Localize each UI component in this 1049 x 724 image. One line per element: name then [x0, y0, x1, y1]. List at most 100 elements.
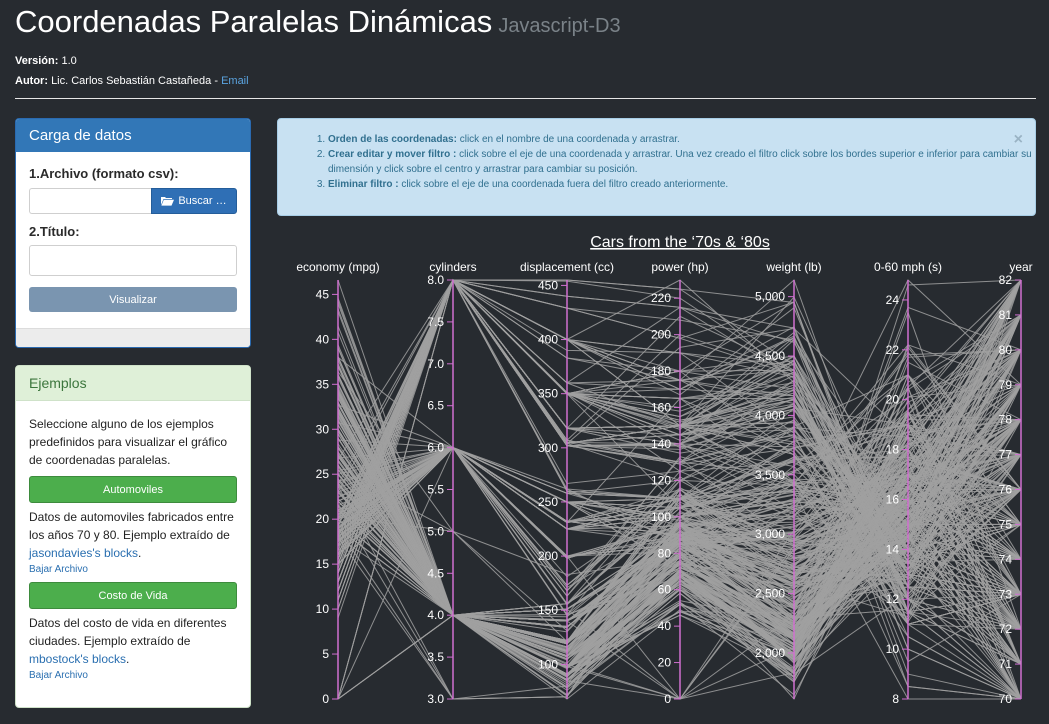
axis-name[interactable]: power (hp)	[651, 260, 708, 274]
tick-label: 200	[538, 549, 558, 563]
axis-name[interactable]: weight (lb)	[765, 260, 821, 274]
tick-label: 7.0	[427, 357, 444, 371]
browse-button[interactable]: Buscar …	[151, 188, 237, 214]
tick-label: 14	[886, 542, 900, 556]
tick-label: 5.5	[427, 483, 444, 497]
tick-label: 20	[886, 393, 900, 407]
tick-label: 220	[651, 291, 671, 305]
tick-label: 18	[886, 443, 900, 457]
axis[interactable]: cylinders 3.0 3.5 4.0 4.5 5.0 5.5 6.0 6.5 7.0 7.5 8…	[427, 260, 476, 706]
axis[interactable]: power (hp) 0 20 40 60 80 100 120 140 160 180 200 220	[651, 260, 709, 706]
jasondavies-link[interactable]: jasondavies's blocks	[29, 546, 139, 560]
instruction-bold: Eliminar filtro :	[328, 179, 399, 190]
axis-name[interactable]: displacement (cc)	[520, 260, 614, 274]
tick-label: 4,500	[755, 349, 785, 363]
tick-label: 100	[538, 657, 558, 671]
cars-desc-text: Datos de automoviles fabricados entre lo…	[29, 510, 234, 542]
tick-label: 4.5	[427, 566, 444, 580]
axis[interactable]: displacement (cc) 100 150 200 250 300 350 400 45…	[520, 260, 614, 699]
axis[interactable]: weight (lb) 2,000 2,500 3,000 3,500 4,000 4,50…	[755, 260, 822, 699]
alert-close-button[interactable]: ×	[1013, 131, 1023, 148]
cost-of-living-button[interactable]: Costo de Vida	[29, 582, 237, 609]
visualize-button[interactable]: Visualizar	[29, 287, 237, 312]
axis[interactable]: economy (mpg) 0 5 10 15 20 25 30 35 40 45	[296, 260, 379, 706]
tick-label: 15	[316, 557, 330, 571]
examples-panel-title: Ejemplos	[16, 366, 250, 401]
tick-label: 45	[316, 287, 330, 301]
cars-example-button[interactable]: Automoviles	[29, 476, 237, 503]
tick-label: 120	[651, 473, 671, 487]
cost-desc-end: .	[126, 652, 130, 666]
tick-label: 0	[664, 692, 671, 706]
tick-label: 78	[999, 413, 1013, 427]
title-label: 2.Título:	[29, 224, 80, 239]
axis[interactable]: year 70 71 72 73 74 75 76 77 78 79 80 81 82	[999, 260, 1033, 706]
tick-label: 4,000	[755, 408, 785, 422]
tick-label: 100	[651, 510, 671, 524]
axis-name[interactable]: cylinders	[429, 260, 476, 274]
header-divider	[15, 98, 1036, 99]
page-header: Coordenadas Paralelas Dinámicas Javascrip…	[15, 0, 1035, 91]
page-subtitle: Javascript-D3	[498, 15, 621, 37]
tick-label: 5.0	[427, 524, 444, 538]
tick-label: 4.0	[427, 608, 444, 622]
tick-label: 6.5	[427, 399, 444, 413]
author-line: Autor: Lic. Carlos Sebastián Castañeda -…	[15, 71, 1035, 91]
tick-label: 3,500	[755, 468, 785, 482]
file-label: 1.Archivo (formato csv):	[29, 166, 179, 181]
chart-title: Cars from the ‘70s & ‘80s	[590, 234, 770, 251]
title-row: Coordenadas Paralelas Dinámicas Javascrip…	[15, 4, 1035, 44]
instruction-bold: Orden de las coordenadas:	[328, 134, 457, 145]
tick-label: 25	[316, 467, 330, 481]
mbostock-link[interactable]: mbostock's blocks	[29, 652, 126, 666]
tick-label: 22	[886, 343, 900, 357]
page-title: Coordenadas Paralelas Dinámicas	[15, 4, 493, 39]
tick-label: 70	[999, 692, 1013, 706]
chart-title-field[interactable]	[29, 245, 237, 276]
tick-label: 77	[999, 448, 1013, 462]
tick-label: 80	[999, 343, 1013, 357]
instructions-list: Orden de las coordenadas: click en el no…	[278, 132, 1035, 192]
tick-label: 16	[886, 492, 900, 506]
cost-download-link[interactable]: Bajar Archivo	[29, 670, 88, 681]
examples-intro: Seleccione alguno de los ejemplos predef…	[29, 417, 228, 467]
tick-label: 40	[316, 332, 330, 346]
tick-label: 12	[886, 592, 900, 606]
email-link[interactable]: Email	[221, 75, 249, 87]
tick-label: 20	[316, 512, 330, 526]
tick-label: 74	[999, 552, 1013, 566]
tick-label: 400	[538, 333, 558, 347]
tick-label: 150	[538, 603, 558, 617]
data-load-panel-body: 1.Archivo (formato csv): Buscar … 2.Títu…	[16, 166, 250, 312]
tick-label: 200	[651, 328, 671, 342]
tick-label: 76	[999, 483, 1013, 497]
tick-label: 300	[538, 441, 558, 455]
tick-label: 7.5	[427, 315, 444, 329]
axis[interactable]: 0-60 mph (s) 8 10 12 14 16 18 20 22 24	[874, 260, 942, 706]
version-line: Versión: 1.0	[15, 51, 1035, 71]
tick-label: 72	[999, 622, 1013, 636]
axis-name[interactable]: 0-60 mph (s)	[874, 260, 942, 274]
cars-desc-end: .	[138, 546, 142, 560]
file-path-field[interactable]	[29, 188, 151, 214]
parallel-coordinates-chart[interactable]: economy (mpg) 0 5 10 15 20 25 30 35 40 45 cylinders…	[277, 222, 1042, 722]
axis-name[interactable]: year	[1009, 260, 1032, 274]
cars-download-link[interactable]: Bajar Archivo	[29, 564, 88, 575]
tick-label: 8	[892, 692, 899, 706]
tick-label: 5,000	[755, 290, 785, 304]
cars-example-description: Datos de automoviles fabricados entre lo…	[29, 508, 237, 562]
instruction-item: Eliminar filtro : click sobre el eje de …	[328, 177, 1035, 192]
instruction-item: Crear editar y mover filtro : click sobr…	[328, 147, 1035, 177]
version-label: Versión:	[15, 55, 59, 67]
tick-label: 71	[999, 657, 1013, 671]
axis-name[interactable]: economy (mpg)	[296, 260, 379, 274]
tick-label: 81	[999, 308, 1013, 322]
tick-label: 82	[999, 273, 1013, 287]
author-label: Autor:	[15, 75, 48, 87]
data-load-panel-footer	[16, 328, 250, 347]
tick-label: 10	[886, 642, 900, 656]
tick-label: 180	[651, 364, 671, 378]
tick-label: 30	[316, 422, 330, 436]
folder-open-icon	[161, 197, 175, 206]
tick-label: 24	[886, 293, 900, 307]
